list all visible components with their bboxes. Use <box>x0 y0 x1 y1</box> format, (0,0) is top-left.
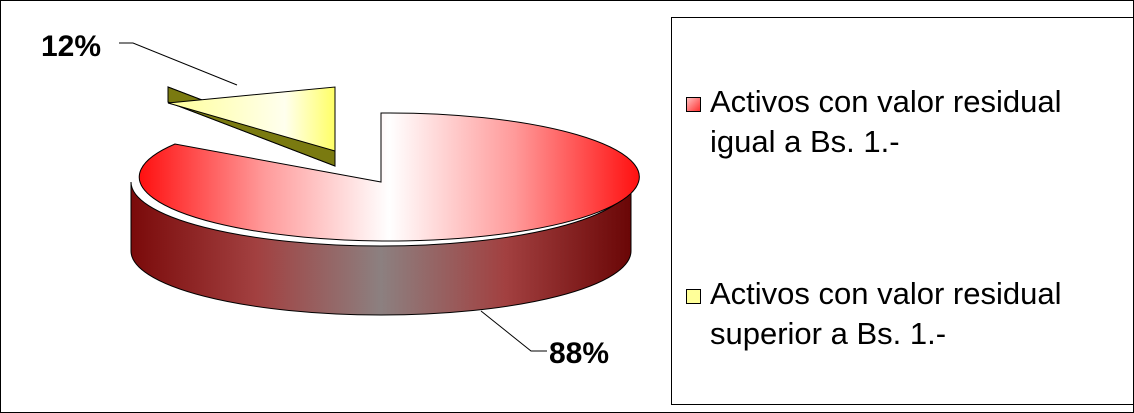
legend-line: igual a Bs. 1.- <box>710 124 900 159</box>
slice-side-red <box>130 181 632 316</box>
data-label-88: 88% <box>549 337 609 370</box>
slice-top-red <box>138 112 640 242</box>
data-label-12: 12% <box>41 30 101 63</box>
legend-swatch-yellow <box>686 289 701 304</box>
legend-line: Activos con valor residual <box>710 84 1062 119</box>
legend-swatch-red <box>686 97 701 112</box>
slice-top-yellow <box>167 86 336 152</box>
leader-line-88 <box>480 310 547 352</box>
leader-line-12 <box>119 42 238 86</box>
legend-item-superior: Activos con valor residual superior a Bs… <box>686 274 1133 354</box>
legend-label-superior: Activos con valor residual superior a Bs… <box>710 274 1133 354</box>
legend-line: superior a Bs. 1.- <box>710 316 947 351</box>
legend-line: Activos con valor residual <box>710 276 1062 311</box>
legend: Activos con valor residual igual a Bs. 1… <box>671 17 1133 405</box>
legend-label-igual: Activos con valor residual igual a Bs. 1… <box>710 82 1133 162</box>
legend-item-igual: Activos con valor residual igual a Bs. 1… <box>686 82 1133 162</box>
